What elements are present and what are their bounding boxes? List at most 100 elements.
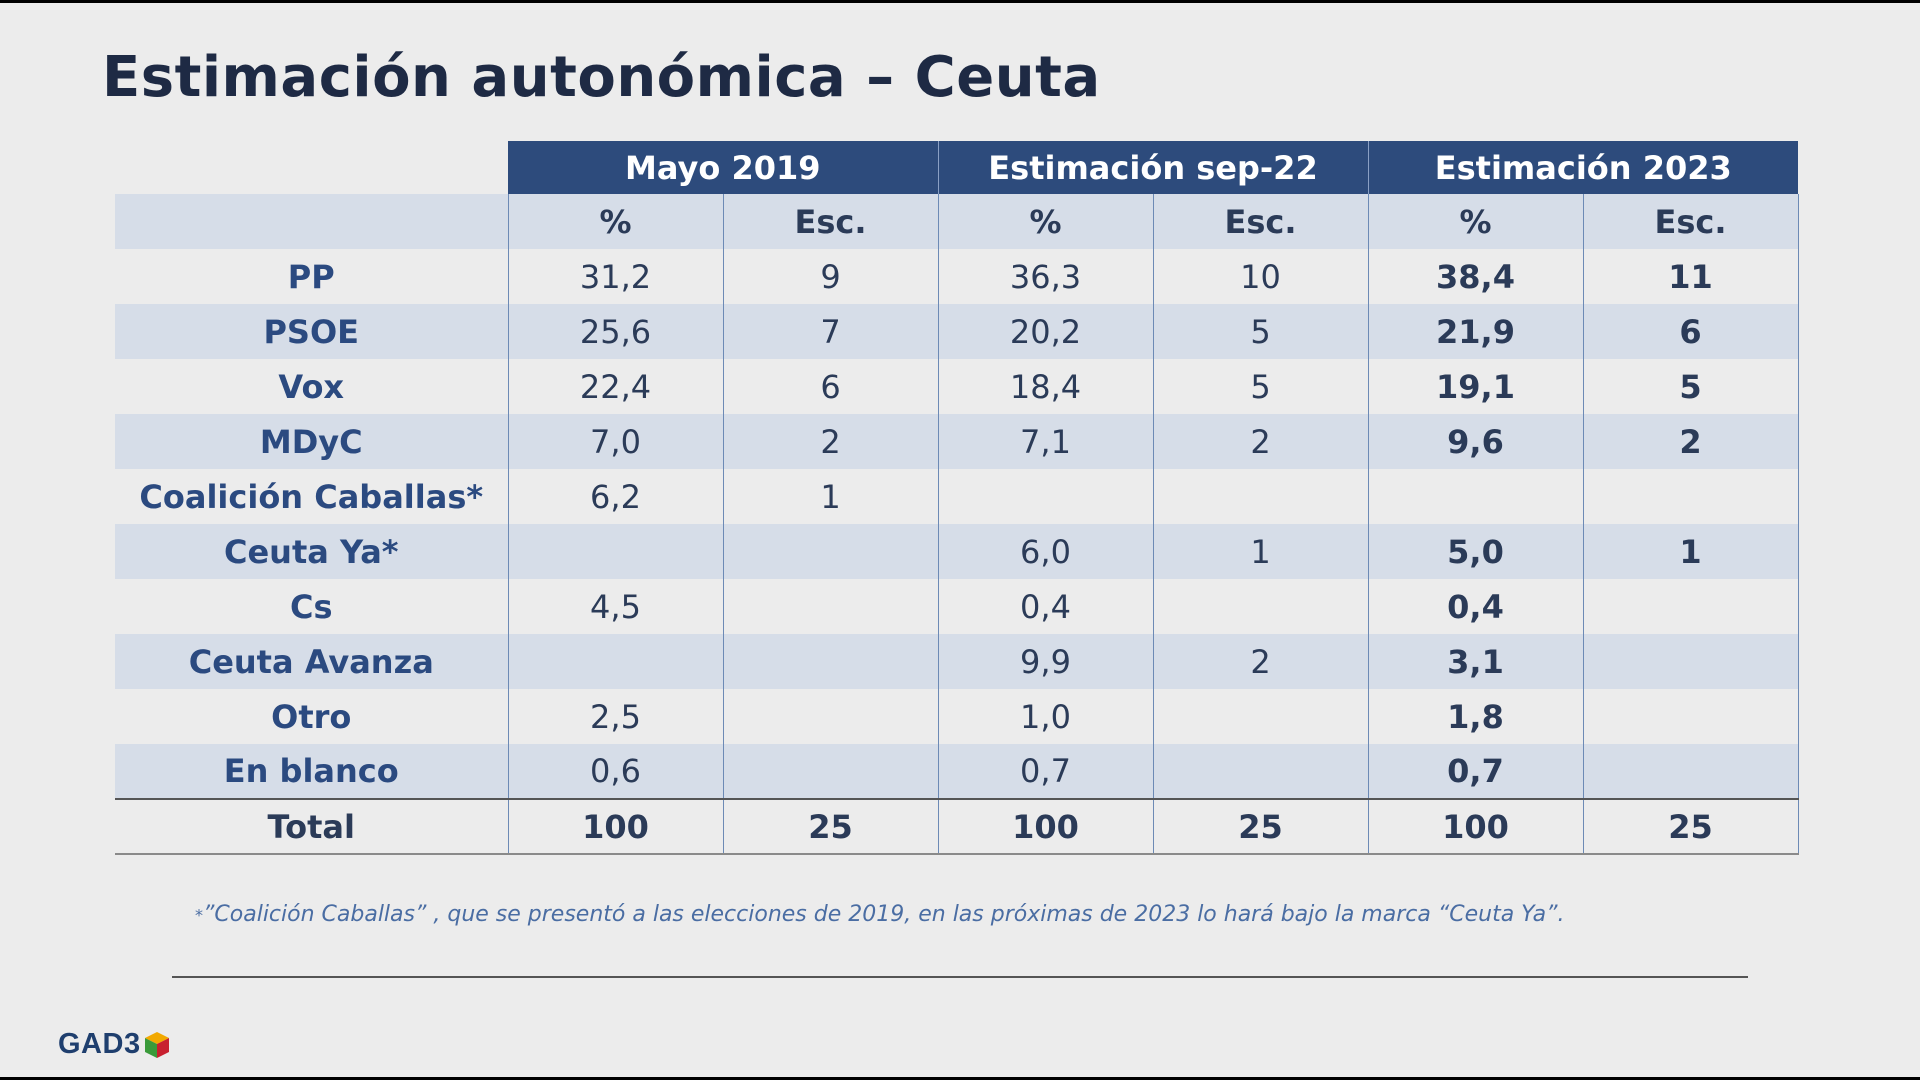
seats-cell — [1152, 579, 1368, 634]
seats-cell — [1582, 579, 1799, 634]
footnote-text: ”Coalición Caballas” , que se presentó a… — [203, 902, 1565, 927]
percent-cell: 21,9 — [1367, 304, 1583, 359]
header-corner — [115, 141, 508, 194]
percent-cell: 36,3 — [937, 249, 1153, 304]
seats-cell — [722, 634, 938, 689]
sub-header-corner — [115, 194, 509, 249]
total-cell: 100 — [507, 798, 723, 855]
percent-cell: 1,8 — [1367, 689, 1583, 744]
footnote: *”Coalición Caballas” , que se presentó … — [195, 902, 1564, 927]
seats-cell — [722, 524, 938, 579]
seats-cell: 1 — [722, 469, 938, 524]
seats-cell — [1582, 634, 1799, 689]
party-name: PSOE — [115, 304, 508, 359]
seats-cell — [1582, 469, 1799, 524]
page-title: Estimación autonómica – Ceuta — [102, 45, 1101, 110]
seats-cell — [1152, 689, 1368, 744]
percent-cell: 31,2 — [507, 249, 723, 304]
party-name: En blanco — [115, 744, 508, 799]
sub-header: % — [508, 194, 723, 249]
seats-cell — [1152, 744, 1368, 799]
seats-cell: 5 — [1582, 359, 1799, 414]
total-cell: 25 — [722, 798, 938, 855]
percent-cell: 25,6 — [507, 304, 723, 359]
footnote-marker: * — [195, 905, 203, 925]
percent-cell: 7,0 — [507, 414, 723, 469]
group-header: Mayo 2019 — [508, 141, 938, 194]
seats-cell — [722, 744, 938, 799]
percent-cell: 20,2 — [937, 304, 1153, 359]
party-name: Otro — [115, 689, 508, 744]
percent-cell — [937, 469, 1153, 524]
seats-cell: 2 — [1152, 414, 1368, 469]
seats-cell: 6 — [722, 359, 938, 414]
sub-header: % — [1367, 194, 1583, 249]
seats-cell — [1582, 689, 1799, 744]
sub-header-row: % Esc. % Esc. % Esc. — [115, 194, 1799, 249]
percent-cell: 0,4 — [937, 579, 1153, 634]
party-name: Ceuta Avanza — [115, 634, 508, 689]
footer-divider — [172, 976, 1748, 978]
percent-cell: 6,2 — [507, 469, 723, 524]
seats-cell: 7 — [722, 304, 938, 359]
table-row: Ceuta Avanza 9,9 2 3,1 — [115, 634, 1799, 689]
seats-cell — [722, 689, 938, 744]
seats-cell: 11 — [1582, 249, 1799, 304]
seats-cell: 2 — [722, 414, 938, 469]
total-cell: 25 — [1152, 798, 1368, 855]
table-row: En blanco 0,6 0,7 0,7 — [115, 744, 1799, 799]
group-header-row: Mayo 2019 Estimación sep-22 Estimación 2… — [115, 141, 1798, 194]
percent-cell: 7,1 — [937, 414, 1153, 469]
table-row: Ceuta Ya* 6,0 1 5,0 1 — [115, 524, 1799, 579]
logo: GAD3 — [58, 1028, 171, 1061]
percent-cell: 19,1 — [1367, 359, 1583, 414]
percent-cell: 9,9 — [937, 634, 1153, 689]
party-name: MDyC — [115, 414, 508, 469]
percent-cell: 0,4 — [1367, 579, 1583, 634]
sub-header: Esc. — [722, 194, 938, 249]
percent-cell — [1367, 469, 1583, 524]
seats-cell: 5 — [1152, 359, 1368, 414]
sub-header: % — [937, 194, 1153, 249]
seats-cell: 10 — [1152, 249, 1368, 304]
percent-cell — [507, 634, 723, 689]
total-row: Total 100 25 100 25 100 25 — [115, 798, 1799, 855]
table-row: MDyC 7,0 2 7,1 2 9,6 2 — [115, 414, 1799, 469]
percent-cell: 3,1 — [1367, 634, 1583, 689]
table-row: Otro 2,5 1,0 1,8 — [115, 689, 1799, 744]
seats-cell: 5 — [1152, 304, 1368, 359]
seats-cell: 2 — [1152, 634, 1368, 689]
seats-cell — [1152, 469, 1368, 524]
party-name: Ceuta Ya* — [115, 524, 508, 579]
percent-cell: 5,0 — [1367, 524, 1583, 579]
percent-cell: 4,5 — [507, 579, 723, 634]
table-row: PP 31,2 9 36,3 10 38,4 11 — [115, 249, 1799, 304]
results-table: Mayo 2019 Estimación sep-22 Estimación 2… — [115, 141, 1799, 855]
party-name: Coalición Caballas* — [115, 469, 508, 524]
percent-cell: 38,4 — [1367, 249, 1583, 304]
total-cell: 25 — [1582, 798, 1799, 855]
group-header: Estimación 2023 — [1367, 141, 1798, 194]
percent-cell: 6,0 — [937, 524, 1153, 579]
percent-cell: 0,6 — [507, 744, 723, 799]
group-header: Estimación sep-22 — [937, 141, 1368, 194]
percent-cell: 2,5 — [507, 689, 723, 744]
seats-cell: 6 — [1582, 304, 1799, 359]
percent-cell: 9,6 — [1367, 414, 1583, 469]
table-row: PSOE 25,6 7 20,2 5 21,9 6 — [115, 304, 1799, 359]
seats-cell — [1582, 744, 1799, 799]
total-label: Total — [115, 798, 508, 855]
percent-cell: 22,4 — [507, 359, 723, 414]
party-name: Vox — [115, 359, 508, 414]
percent-cell — [507, 524, 723, 579]
sub-header: Esc. — [1582, 194, 1799, 249]
party-name: Cs — [115, 579, 508, 634]
seats-cell: 1 — [1582, 524, 1799, 579]
total-cell: 100 — [1367, 798, 1583, 855]
seats-cell: 9 — [722, 249, 938, 304]
percent-cell: 0,7 — [1367, 744, 1583, 799]
slide: Estimación autonómica – Ceuta Mayo 2019 … — [0, 3, 1920, 1077]
percent-cell: 0,7 — [937, 744, 1153, 799]
table-row: Cs 4,5 0,4 0,4 — [115, 579, 1799, 634]
total-cell: 100 — [937, 798, 1153, 855]
